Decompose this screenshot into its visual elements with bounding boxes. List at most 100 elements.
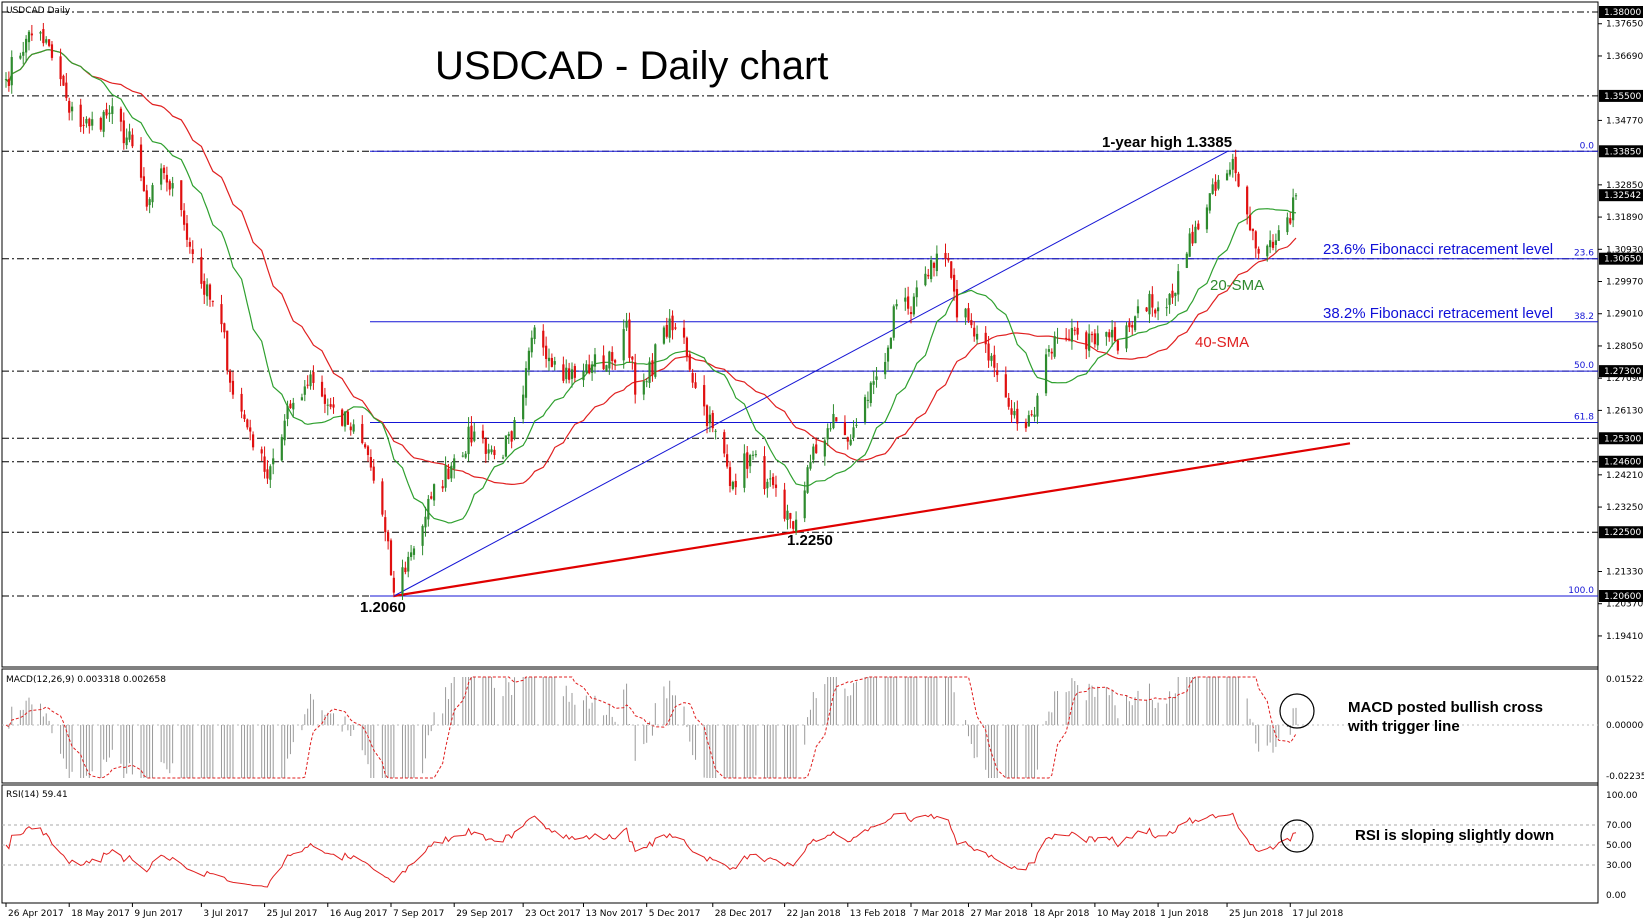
candle-body: [1088, 333, 1091, 351]
chart-title: USDCAD - Daily chart: [435, 44, 828, 88]
candle-body: [542, 330, 545, 348]
candle-body: [766, 481, 769, 489]
candle-body: [369, 456, 372, 468]
candle-body: [1027, 415, 1030, 427]
date-tick-label: 25 Jul 2017: [267, 909, 318, 919]
candle-body: [1065, 337, 1068, 340]
candle-body: [924, 273, 927, 286]
candle-body: [1214, 181, 1217, 191]
price-panel-frame: [1, 1, 1599, 668]
candle-body: [1237, 173, 1240, 187]
candle-body: [300, 397, 304, 401]
candle-body: [1145, 307, 1148, 312]
candle-body: [835, 417, 838, 422]
rsi-tick-label: 0.00: [1606, 891, 1626, 901]
macd-tick-label: 0.000000: [1606, 721, 1644, 731]
candle-body: [1185, 253, 1188, 268]
candle-body: [1073, 329, 1076, 331]
candle-body: [165, 174, 168, 183]
candle-body: [829, 428, 832, 430]
candle-body: [886, 347, 890, 362]
macd-cross-circle: [1279, 693, 1315, 729]
instrument-label: USDCAD Daily: [6, 6, 71, 16]
candle-body: [932, 262, 936, 268]
candle-body: [1294, 195, 1298, 197]
candle-body: [30, 33, 33, 36]
candle-body: [1053, 336, 1056, 357]
candle-body: [668, 318, 671, 338]
price-badge: [1599, 432, 1643, 445]
candle-body: [128, 131, 131, 140]
candle-body: [1113, 327, 1117, 341]
candle-body: [185, 223, 189, 240]
price-badge-label: 1.25300: [1604, 434, 1641, 444]
candle-body: [1257, 248, 1260, 254]
candle-body: [1289, 218, 1292, 224]
candle-body: [292, 402, 295, 410]
candle-body: [306, 384, 309, 386]
candle-body: [1266, 245, 1269, 257]
candle-body: [522, 394, 525, 420]
candle-body: [1246, 186, 1249, 215]
candle-body: [973, 327, 976, 337]
candle-body: [320, 381, 324, 397]
candle-body: [975, 333, 979, 340]
candle-body: [855, 424, 858, 426]
candle-body: [381, 481, 384, 515]
candle-body: [1292, 197, 1295, 221]
candle-body: [909, 312, 913, 315]
candle-body: [188, 241, 191, 247]
candle-body: [524, 368, 528, 398]
candle-body: [1188, 233, 1191, 257]
candle-body: [533, 327, 536, 339]
candle-body: [148, 199, 151, 206]
candle-body: [953, 274, 956, 292]
candle-body: [1010, 408, 1013, 415]
candle-body: [625, 320, 628, 328]
candle-body: [484, 438, 487, 454]
candle-body: [171, 183, 174, 189]
candle-body: [504, 435, 508, 457]
price-badge-label: 1.33850: [1604, 147, 1641, 157]
candle-body: [866, 399, 870, 401]
candle-body: [91, 119, 94, 126]
candle-body: [4, 79, 8, 81]
candle-body: [1016, 408, 1019, 424]
candle-body: [763, 456, 766, 490]
candle-body: [1194, 226, 1197, 244]
candle-body: [289, 403, 292, 409]
rsi-header: RSI(14) 59.41: [6, 790, 68, 800]
candle-body: [1128, 322, 1131, 328]
candle-body: [849, 439, 852, 445]
price-badge-label: 1.24600: [1604, 458, 1641, 468]
candle-body: [645, 381, 648, 383]
candle-body: [568, 368, 571, 380]
price-tick-label: 1.31890: [1606, 213, 1643, 223]
candle-body: [139, 144, 143, 178]
candle-body: [22, 51, 25, 56]
rsi-note: RSI is sloping slightly down: [1355, 827, 1554, 844]
candle-body: [708, 414, 711, 424]
candle-body: [444, 465, 447, 488]
candle-body: [243, 414, 246, 420]
price-tick-label: 1.27090: [1606, 374, 1643, 384]
candle-body: [545, 345, 548, 359]
date-tick-label: 7 Sep 2017: [393, 909, 444, 919]
candle-body: [352, 424, 355, 432]
candle-body: [223, 323, 226, 333]
candle-body: [1205, 207, 1209, 230]
candle-body: [111, 106, 114, 114]
candle-body: [387, 532, 390, 542]
candle-body: [803, 490, 806, 519]
candle-body: [1030, 414, 1033, 416]
price-badge: [1599, 189, 1643, 202]
fib-level-label: 0.0: [1580, 141, 1595, 151]
candle-body: [1108, 332, 1111, 338]
candle-body: [349, 426, 352, 431]
candle-body: [424, 516, 427, 528]
date-tick-label: 27 Mar 2018: [970, 909, 1027, 919]
candle-body: [251, 434, 255, 448]
date-tick-label: 5 Dec 2017: [649, 909, 701, 919]
candle-body: [987, 343, 990, 361]
candle-body: [105, 109, 108, 116]
